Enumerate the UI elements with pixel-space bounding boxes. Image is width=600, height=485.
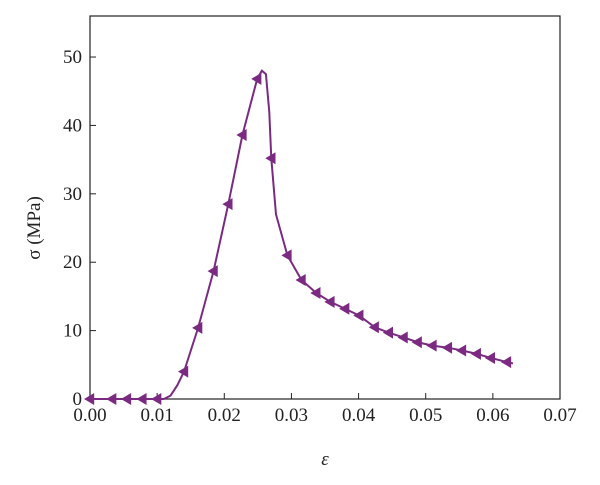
x-tick-label: 0.03 xyxy=(275,405,308,426)
marker xyxy=(84,393,95,405)
marker xyxy=(281,249,292,262)
marker xyxy=(151,393,162,405)
marker xyxy=(136,393,147,405)
y-tick-label: 30 xyxy=(63,184,82,205)
marker xyxy=(310,286,321,299)
marker xyxy=(324,295,335,308)
marker xyxy=(295,273,306,286)
x-tick-label: 0.00 xyxy=(73,405,106,426)
y-tick-label: 10 xyxy=(63,321,82,342)
x-tick-label: 0.01 xyxy=(141,405,174,426)
x-tick-label: 0.06 xyxy=(476,405,509,426)
marker xyxy=(411,336,422,349)
marker xyxy=(500,356,512,369)
y-tick-label: 50 xyxy=(63,47,82,68)
marker xyxy=(339,302,350,315)
marker xyxy=(484,351,496,364)
x-tick-label: 0.02 xyxy=(208,405,241,426)
marker xyxy=(192,321,203,334)
marker xyxy=(353,309,364,322)
marker xyxy=(397,331,408,344)
marker xyxy=(265,152,276,165)
marker xyxy=(207,265,218,278)
marker xyxy=(222,198,233,211)
marker xyxy=(470,347,481,360)
marker xyxy=(236,129,247,142)
marker xyxy=(106,393,117,405)
marker xyxy=(178,365,189,378)
x-axis-label: ε xyxy=(321,449,329,470)
marker xyxy=(251,72,262,85)
marker xyxy=(368,321,379,334)
marker xyxy=(426,339,437,352)
y-tick-label: 40 xyxy=(63,115,82,136)
marker xyxy=(455,344,467,357)
y-tick-label: 0 xyxy=(73,389,83,410)
marker xyxy=(120,393,132,405)
x-tick-label: 0.05 xyxy=(409,405,442,426)
marker xyxy=(441,341,453,354)
y-tick-label: 20 xyxy=(63,252,82,273)
x-tick-label: 0.04 xyxy=(342,405,376,426)
x-tick-label: 0.07 xyxy=(543,405,576,426)
y-axis-label: σ (MPa) xyxy=(24,196,45,260)
marker xyxy=(382,326,393,339)
plot-frame xyxy=(89,15,561,400)
